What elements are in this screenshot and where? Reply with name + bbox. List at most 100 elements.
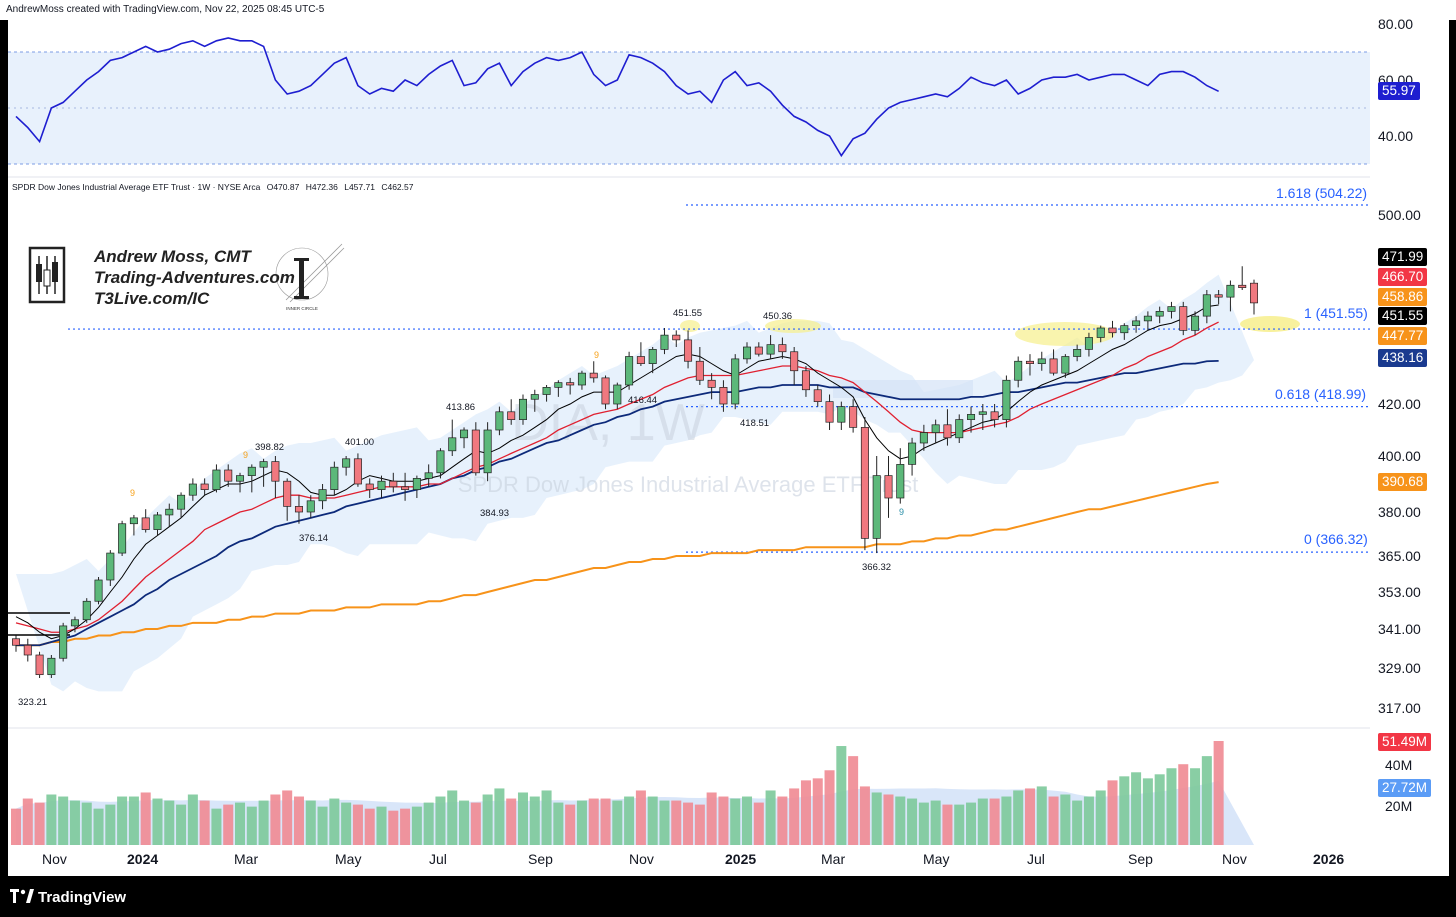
tradingview-brand[interactable]: TradingView — [38, 889, 127, 906]
td-nine-marker: 9 — [243, 450, 249, 460]
candle-up — [1226, 284, 1235, 298]
candle-up — [1037, 358, 1046, 364]
volume-bar — [765, 790, 776, 845]
volume-bar — [246, 806, 257, 845]
time-axis-label: Mar — [234, 851, 259, 867]
time-axis-label: 2026 — [1313, 851, 1345, 867]
rsi-axis-label: 40.00 — [1378, 128, 1414, 144]
volume-bar — [1201, 756, 1212, 845]
swing-label: 384.93 — [480, 508, 510, 519]
candle-up — [931, 424, 940, 433]
volume-bar — [1024, 788, 1035, 845]
volume-bar — [470, 802, 481, 845]
td-nine-marker: 9 — [899, 507, 905, 517]
volume-bar — [211, 808, 222, 845]
candle-up — [554, 382, 563, 388]
candle-down — [589, 372, 598, 379]
candle-up — [259, 461, 268, 468]
ohlc-close: C462.57 — [381, 182, 414, 192]
price-axis-label: 380.00 — [1378, 504, 1421, 520]
candle-up — [377, 480, 386, 490]
volume-bar — [1013, 790, 1024, 845]
price-tag-ma: 390.68 — [1378, 473, 1428, 491]
swing-label: 450.36 — [763, 311, 793, 322]
volume-bar — [235, 802, 246, 845]
author-site[interactable]: Trading-Adventures.com — [94, 268, 295, 287]
volume-bar — [930, 800, 941, 845]
candle-down — [507, 411, 516, 420]
candle-down — [990, 411, 999, 420]
candle-up — [342, 458, 351, 468]
price-tag-orange-2: 447.77 — [1378, 327, 1428, 345]
candle-down — [849, 406, 858, 428]
volume-bar — [942, 804, 953, 845]
candle-down — [23, 644, 32, 656]
volume-bar — [741, 796, 753, 845]
volume-bar — [1166, 768, 1177, 845]
candle-down — [401, 486, 410, 490]
candle-up — [1191, 315, 1200, 331]
volume-bar — [140, 792, 151, 845]
volume-bar — [565, 804, 576, 845]
candle-down — [1108, 327, 1117, 334]
volume-bar — [600, 798, 611, 845]
candle-down — [294, 506, 303, 513]
volume-tag-average: 27.72M — [1378, 779, 1432, 797]
candle-up — [896, 464, 905, 499]
chart-svg[interactable]: DIA, 1W SPDR Dow Jones Industrial Averag… — [8, 20, 1449, 876]
volume-bar — [1036, 786, 1047, 845]
volume-pane — [10, 741, 1254, 845]
candle-down — [365, 483, 374, 490]
candle-up — [1073, 349, 1082, 357]
header-credit: AndrewMoss created with TradingView.com,… — [6, 4, 325, 15]
volume-bar — [777, 796, 788, 845]
author-url[interactable]: T3Live.com/IC — [94, 289, 210, 308]
candle-up — [518, 398, 527, 420]
volume-bar — [718, 796, 729, 845]
volume-bar — [624, 796, 635, 845]
time-axis-label: May — [923, 851, 950, 867]
candle-down — [860, 427, 869, 539]
candle-up — [978, 411, 987, 415]
candle-up — [412, 478, 421, 490]
chart-frame[interactable]: DIA, 1W SPDR Dow Jones Industrial Averag… — [8, 20, 1449, 876]
candle-up — [731, 358, 740, 405]
volume-bar — [1095, 790, 1106, 845]
volume-bar — [447, 790, 458, 845]
volume-axis-label: 40M — [1385, 757, 1413, 773]
candle-up — [188, 483, 197, 496]
candle-up — [153, 514, 162, 530]
candle-up — [247, 466, 256, 476]
volume-bar — [553, 802, 564, 845]
volume-bar — [128, 796, 139, 845]
swing-label: 366.32 — [862, 562, 892, 573]
candle-down — [601, 377, 610, 405]
candle-down — [1214, 294, 1223, 298]
candle-up — [872, 475, 881, 539]
footer-bar — [0, 876, 1456, 917]
candle-down — [471, 429, 480, 474]
candle-up — [460, 429, 469, 439]
price-axis-label: 353.00 — [1378, 584, 1421, 600]
candle-down — [813, 389, 822, 402]
candle-down — [271, 461, 280, 482]
candle-up — [424, 472, 433, 479]
volume-bar — [81, 802, 92, 845]
tradingview-logo-icon[interactable] — [10, 889, 34, 903]
time-axis-label: Jul — [1027, 851, 1045, 867]
candle-down — [636, 356, 645, 364]
swing-label: 413.86 — [446, 402, 476, 413]
volume-bar — [989, 798, 1000, 845]
price-axis-label: 500.00 — [1378, 207, 1421, 223]
candle-up — [483, 429, 492, 474]
price-tag-fib: 451.55 — [1378, 307, 1428, 325]
swing-label: 323.21 — [18, 697, 48, 708]
candle-down — [672, 334, 681, 341]
fib-label-0618: 0.618 (418.99) — [1275, 386, 1367, 402]
swing-label: 398.82 — [255, 442, 285, 453]
candle-up — [1120, 325, 1129, 334]
price-axis-label: 341.00 — [1378, 621, 1421, 637]
time-axis-label: May — [335, 851, 362, 867]
candle-up — [1167, 306, 1176, 312]
volume-bar — [1048, 796, 1059, 845]
